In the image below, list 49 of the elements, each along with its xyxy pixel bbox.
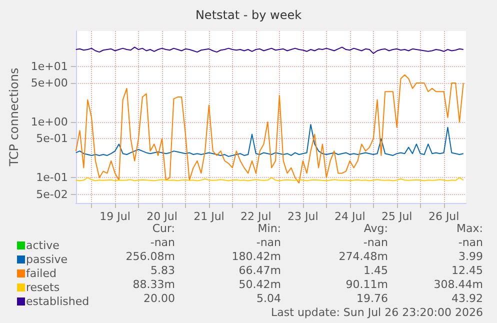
line-series bbox=[75, 46, 464, 54]
y-tick-label: 5e-02 bbox=[36, 188, 68, 201]
line-series bbox=[75, 124, 464, 157]
x-tick-label: 22 Jul bbox=[240, 210, 272, 223]
text: 43.92 bbox=[452, 292, 484, 305]
text: -nan bbox=[256, 236, 282, 249]
x-tick-label: 25 Jul bbox=[381, 210, 412, 223]
legend-label: failed bbox=[26, 267, 56, 280]
text: 3.99 bbox=[458, 250, 484, 263]
text: Max: bbox=[456, 222, 484, 235]
text: Last update: Sun Jul 26 23:20:00 2026 bbox=[271, 306, 484, 319]
text: 1.45 bbox=[364, 264, 388, 277]
text: Avg: bbox=[364, 222, 388, 235]
x-tick-label: 26 Jul bbox=[428, 210, 460, 223]
line-series bbox=[75, 74, 464, 184]
text: 90.11m bbox=[346, 278, 388, 291]
text: -nan bbox=[363, 236, 388, 249]
text: 274.48m bbox=[338, 250, 388, 263]
text: 12.45 bbox=[452, 264, 484, 277]
x-tick-label: 20 Jul bbox=[146, 210, 178, 223]
text: 20.00 bbox=[144, 292, 176, 305]
text: -nan bbox=[150, 236, 176, 249]
text: 5.04 bbox=[256, 292, 282, 305]
y-tick-label: 5e-01 bbox=[36, 132, 68, 146]
y-tick-label: 1e+00 bbox=[30, 115, 68, 128]
chart-title: Netstat - by week bbox=[195, 8, 302, 22]
x-tick-label: 23 Jul bbox=[288, 210, 318, 223]
text: -nan bbox=[458, 236, 484, 249]
text: 19.76 bbox=[356, 292, 388, 305]
text: 180.42m bbox=[232, 250, 282, 263]
text: Min: bbox=[258, 222, 282, 235]
y-tick-label: 5e+00 bbox=[30, 76, 68, 90]
y-tick-label: 1e+01 bbox=[30, 60, 68, 73]
legend-label: established bbox=[26, 295, 90, 308]
text: 66.47m bbox=[238, 264, 282, 277]
text: 88.33m bbox=[132, 278, 176, 291]
x-tick-label: 24 Jul bbox=[334, 210, 366, 223]
legend-label: active bbox=[26, 239, 60, 252]
y-tick-label: 1e-01 bbox=[36, 171, 68, 184]
legend-label: resets bbox=[26, 281, 60, 294]
text: Cur: bbox=[152, 222, 175, 235]
legend-label: passive bbox=[26, 253, 68, 266]
text: 308.44m bbox=[434, 278, 484, 291]
text: 50.42m bbox=[238, 278, 282, 291]
text: 5.83 bbox=[150, 264, 176, 277]
x-tick-label: 21 Jul bbox=[194, 210, 224, 223]
x-tick-label: 19 Jul bbox=[100, 210, 130, 223]
y-axis-title: TCP connections bbox=[7, 68, 21, 168]
text: 256.08m bbox=[126, 250, 176, 263]
